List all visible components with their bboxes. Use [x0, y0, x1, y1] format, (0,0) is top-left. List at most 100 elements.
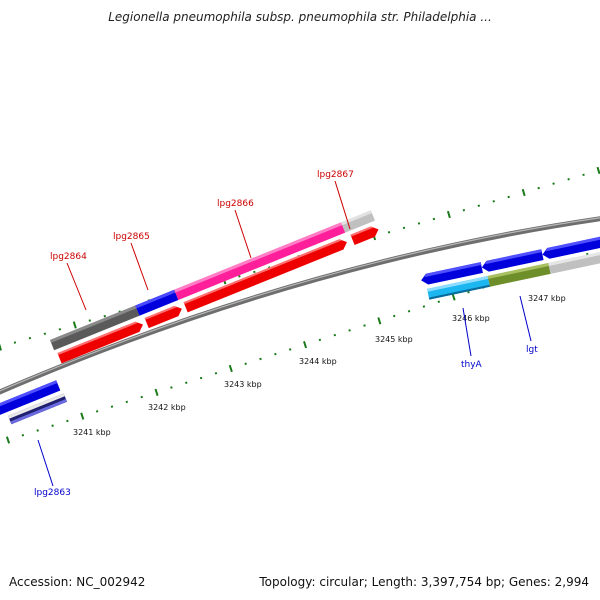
genome-title: Legionella pneumophila subsp. pneumophil…: [108, 10, 492, 24]
scale-label-3241: 3241 kbp: [73, 428, 111, 437]
lower-ring-tick: [586, 252, 589, 256]
upper-ring-tick: [13, 341, 17, 344]
callout-line-lpg2863: [37, 439, 54, 487]
gene-lpg2870-arrow[interactable]: [541, 233, 600, 260]
cds-arrow-lpg2867[interactable]: [350, 224, 380, 245]
upper-ring-tick: [477, 204, 481, 208]
lower-ring-tick: [110, 405, 114, 408]
lower-ring-tick: [274, 352, 277, 356]
gene-lpg2866-bar[interactable]: [174, 222, 346, 301]
gene-lpg2862-arrow[interactable]: [0, 380, 61, 416]
gene-label-lgt[interactable]: lgt: [526, 345, 538, 355]
callout-line-thyA: [462, 307, 472, 357]
gene-lgt-bar[interactable]: [487, 263, 551, 287]
lower-ring-tick: [5, 436, 11, 444]
callout-line-lpg2864: [66, 262, 87, 311]
upper-ring-tick: [387, 230, 391, 234]
scale-label-3245: 3245 kbp: [375, 335, 413, 344]
lower-ring-tick: [21, 433, 25, 437]
gene-label-lpg2865[interactable]: lpg2865: [113, 232, 150, 242]
upper-ring-tick: [507, 195, 510, 199]
callout-line-lpg2867: [334, 180, 351, 230]
gene-label-lpg2866[interactable]: lpg2866: [217, 199, 254, 209]
upper-ring-tick: [88, 319, 92, 322]
cds-arrow-lpg2864[interactable]: [57, 319, 145, 364]
scale-label-3247: 3247 kbp: [528, 294, 566, 303]
lower-ring-tick: [288, 348, 292, 351]
gene-lpg2872-bar[interactable]: [548, 248, 600, 274]
upper-ring-tick: [446, 210, 451, 219]
gene-lpg2868-arrow[interactable]: [420, 262, 483, 286]
upper-ring-tick: [492, 200, 495, 203]
lower-ring-tick: [154, 388, 159, 396]
gene-thyA-bar[interactable]: [427, 275, 490, 300]
gene-label-lpg2867[interactable]: lpg2867: [317, 170, 354, 180]
gene-label-lpg2864[interactable]: lpg2864: [50, 252, 87, 262]
lower-ring-tick: [184, 381, 188, 385]
genome-backbone-highlight: [0, 217, 600, 392]
lower-ring-tick: [95, 410, 99, 413]
cds-arrow-lpg2865[interactable]: [144, 304, 184, 329]
upper-ring-tick: [567, 177, 570, 181]
upper-ring-tick: [0, 343, 2, 351]
callout-line-lgt: [519, 295, 532, 342]
upper-feature-track: [50, 210, 380, 364]
gene-label-thyA[interactable]: thyA: [461, 360, 483, 370]
upper-ring-tick: [582, 173, 585, 177]
accession-text: Accession: NC_002942: [9, 575, 146, 589]
upper-ring-tick: [28, 336, 32, 340]
scale-label-3246: 3246 kbp: [452, 314, 490, 323]
lower-ring-tick: [392, 314, 396, 318]
lower-ring-tick: [214, 371, 218, 375]
lower-ring-tick: [36, 429, 39, 432]
upper-ring-tick: [552, 182, 555, 185]
upper-ring-tick: [432, 217, 436, 221]
lower-ring-tick: [170, 386, 173, 389]
lower-ring-tick: [363, 324, 366, 327]
lower-ring-tick: [51, 424, 54, 427]
upper-ring-tick: [58, 328, 62, 331]
genome-backbone: [0, 216, 600, 395]
lower-ring-tick: [422, 305, 426, 308]
lower-ring-tick: [333, 333, 337, 337]
gene-label-lpg2863[interactable]: lpg2863: [34, 488, 71, 498]
upper-ring-tick: [402, 226, 406, 230]
gene-lpg2863-bar[interactable]: [8, 393, 68, 425]
lower-ring-tick: [140, 395, 143, 399]
lower-ring-tick: [66, 419, 69, 423]
upper-ring-tick: [103, 314, 106, 318]
upper-ring-tick: [462, 208, 466, 212]
lower-ring-tick: [437, 300, 441, 304]
lower-ring-tick: [303, 341, 308, 349]
callout-line-lpg2866: [234, 209, 252, 259]
scale-label-3243: 3243 kbp: [224, 380, 262, 389]
upper-ring-tick: [238, 275, 241, 278]
upper-ring-tick: [596, 166, 600, 175]
cds-arrow-lpg2866[interactable]: [183, 237, 349, 313]
lower-right-feature-track: [420, 233, 600, 300]
upper-ring-tick: [537, 186, 540, 190]
topology-text: Topology: circular; Length: 3,397,754 bp…: [259, 575, 589, 589]
scale-label-3244: 3244 kbp: [299, 357, 337, 366]
gene-lpg2865-bar[interactable]: [135, 289, 179, 316]
gene-lpg2869-arrow[interactable]: [481, 249, 544, 273]
lower-ring-tick: [199, 376, 203, 380]
upper-ring-tick: [72, 321, 77, 329]
lower-ring-tick: [407, 309, 411, 313]
lower-ring-tick: [318, 338, 322, 342]
lower-ring-tick: [228, 364, 233, 373]
lower-left-feature-track: [0, 380, 68, 425]
lower-ring-tick: [377, 317, 382, 325]
lower-ring-tick: [451, 293, 456, 301]
lower-ring-tick: [244, 362, 247, 366]
lower-ring-tick: [348, 329, 351, 332]
upper-ring-tick: [521, 188, 526, 197]
lower-ring-tick: [125, 400, 129, 404]
upper-ring-tick: [43, 332, 47, 336]
gene-lpg2864-bar[interactable]: [50, 305, 140, 351]
callout-line-lpg2865: [130, 242, 149, 291]
upper-ring-tick: [417, 222, 421, 225]
lower-ring-tick: [467, 290, 470, 294]
